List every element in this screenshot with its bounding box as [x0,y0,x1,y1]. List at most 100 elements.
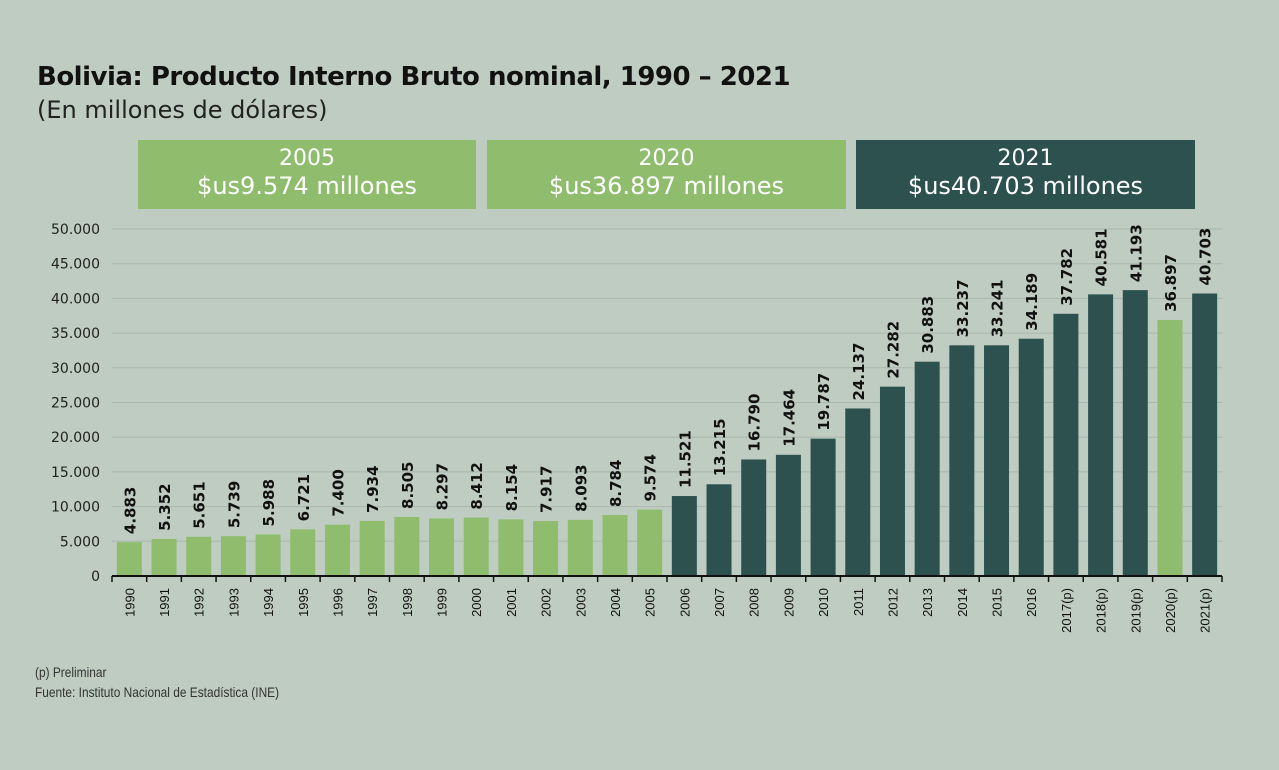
bar-2010 [810,438,836,576]
data-label: 40.703 [1197,228,1215,286]
data-label: 8.297 [434,463,452,510]
bar-2014 [949,345,975,576]
data-label: 5.352 [156,483,174,530]
bar-2012 [879,386,905,576]
data-label: 8.784 [607,460,625,507]
data-label: 5.739 [225,481,243,528]
bar-1996 [324,524,350,576]
y-tick-label: 40.000 [51,291,100,307]
banner-2020: 2020 $us36.897 millones [487,140,846,209]
data-label: 34.189 [1023,273,1041,331]
bar-2001 [498,519,524,576]
bar-2020(p) [1157,319,1183,576]
bar-2008 [741,459,767,576]
bar-1995 [290,529,316,576]
banner-year: 2021 [997,146,1054,171]
x-tick-label: 2018(p) [1094,588,1109,633]
bar-2015 [984,345,1010,576]
bar-1991 [151,538,177,576]
bar-2004 [602,515,628,576]
bar-2007 [706,484,732,576]
data-label: 33.237 [954,279,972,337]
data-label: 9.574 [642,454,660,501]
x-tick-label: 2012 [885,588,900,617]
data-label: 11.521 [676,430,694,488]
x-tick-label: 1997 [365,588,380,617]
data-label: 30.883 [919,296,937,354]
data-label: 4.883 [121,487,139,534]
bar-2016 [1018,338,1044,576]
data-label: 16.790 [746,394,764,452]
x-tick-label: 1994 [261,588,276,617]
bar-1993 [220,536,246,576]
bar-2009 [775,454,801,576]
x-tick-label: 2006 [677,588,692,617]
y-tick-label: 45.000 [51,257,100,273]
bar-2019(p) [1122,290,1148,576]
banner-2021: 2021 $us40.703 millones [856,140,1195,209]
x-tick-label: 2017(p) [1059,588,1074,633]
x-tick-label: 2007 [712,588,727,617]
x-tick-label: 1992 [192,588,207,617]
notes: (p) Preliminar Fuente: Instituto Naciona… [35,662,279,702]
bar-1998 [394,516,420,576]
x-tick-label: 1998 [400,588,415,617]
x-tick-label: 2009 [781,588,796,617]
x-tick-label: 1995 [296,588,311,617]
data-label: 6.721 [295,474,313,521]
banner-value: $us36.897 millones [548,172,785,200]
x-tick-label: 1996 [330,588,345,617]
data-label: 33.241 [989,279,1007,337]
data-label: 5.988 [260,479,278,526]
x-tick-label: 2008 [747,588,762,617]
data-label: 40.581 [1093,228,1111,286]
y-tick-label: 5.000 [60,534,100,550]
bar-1997 [359,520,385,576]
banner-value: $us40.703 millones [907,172,1144,200]
chart-title: Bolivia: Producto Interno Bruto nominal,… [37,62,791,92]
data-label: 19.787 [815,373,833,431]
banner-value: $us9.574 millones [197,172,417,200]
x-tick-label: 2014 [955,588,970,617]
x-tick-label: 2015 [990,588,1005,617]
x-tick-label: 2019(p) [1128,588,1143,633]
x-tick-label: 2010 [816,588,831,617]
x-tick-label: 1993 [226,588,241,617]
y-tick-label: 35.000 [51,326,100,342]
y-tick-label: 20.000 [51,430,100,446]
data-label: 37.782 [1058,248,1076,306]
y-tick-label: 15.000 [51,465,100,481]
data-label: 8.412 [468,462,486,509]
y-tick-label: 50.000 [51,222,100,238]
bar-2003 [567,519,593,576]
data-label: 13.215 [711,418,729,476]
y-tick-label: 30.000 [51,361,100,377]
data-label: 8.505 [399,462,417,509]
chart-subtitle: (En millones de dólares) [37,96,328,124]
bar-2000 [463,517,489,576]
x-tick-label: 2016 [1024,588,1039,617]
bar-2018(p) [1088,294,1114,576]
x-tick-label: 1991 [157,588,172,617]
data-label: 17.464 [780,389,798,447]
bar-1990 [116,542,142,576]
bar-2021(p) [1192,293,1218,576]
bar-2002 [533,521,559,576]
bar-1994 [255,534,281,576]
x-tick-label: 2005 [643,588,658,617]
x-tick-label: 2004 [608,588,623,617]
data-label: 7.917 [538,466,556,513]
data-label: 36.897 [1162,254,1180,312]
x-tick-label: 2002 [539,588,554,617]
data-label: 7.934 [364,465,382,512]
data-label: 7.400 [329,469,347,516]
bar-1992 [186,536,212,576]
data-label: 27.282 [884,321,902,379]
x-tick-label: 2021(p) [1198,588,1213,633]
x-tick-label: 2020(p) [1163,588,1178,633]
bar-2013 [914,361,940,576]
data-label: 5.651 [191,481,209,528]
x-tick-label: 2003 [573,588,588,617]
y-tick-label: 10.000 [51,500,100,516]
